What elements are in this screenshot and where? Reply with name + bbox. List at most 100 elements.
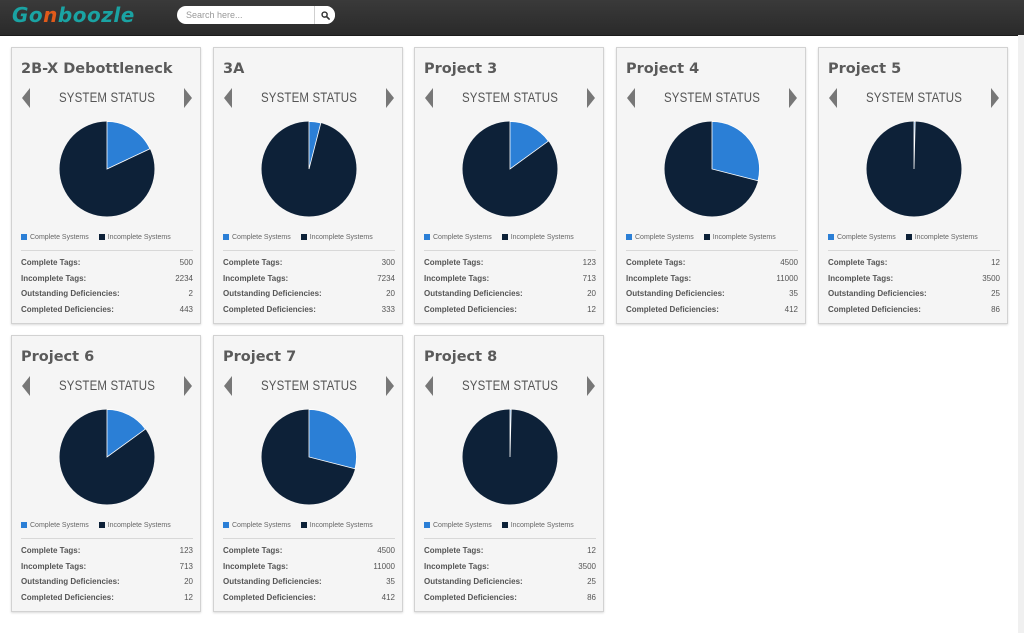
- carousel-right-arrow-icon[interactable]: [587, 376, 595, 396]
- legend-swatch-incomplete: [98, 234, 105, 240]
- status-label: SYSTEM STATUS: [260, 89, 358, 105]
- stat-label: Complete Tags:: [223, 258, 283, 267]
- legend-item-complete: Complete Systems: [21, 522, 89, 529]
- project-title[interactable]: 3A: [223, 61, 245, 77]
- stat-label: Outstanding Deficiencies:: [626, 289, 725, 298]
- project-card[interactable]: Project 4 SYSTEM STATUS Complete Systems…: [616, 47, 806, 324]
- carousel-left-arrow-icon[interactable]: [22, 88, 30, 108]
- pie-slice-complete: [711, 121, 760, 182]
- stats-list: Complete Tags: 123 Incomplete Tags: 713 …: [21, 546, 193, 608]
- carousel-left-arrow-icon[interactable]: [224, 376, 232, 396]
- stat-value: 12: [587, 304, 596, 314]
- carousel-right-arrow-icon[interactable]: [991, 88, 999, 108]
- status-label: SYSTEM STATUS: [461, 89, 559, 105]
- divider: [626, 250, 798, 251]
- legend-label-incomplete: Incomplete Systems: [510, 234, 574, 241]
- stat-label: Incomplete Tags:: [223, 561, 289, 571]
- stat-label: Complete Tags:: [21, 546, 81, 555]
- project-title[interactable]: Project 7: [223, 349, 297, 365]
- project-card[interactable]: Project 7 SYSTEM STATUS Complete Systems…: [213, 335, 403, 612]
- stat-value: 412: [381, 592, 395, 602]
- search-button[interactable]: [314, 6, 335, 24]
- system-status-pie-chart: [261, 409, 357, 505]
- stat-row-complete-tags: Complete Tags: 4500: [626, 258, 798, 274]
- project-card[interactable]: 2B-X Debottleneck SYSTEM STATUS Complete…: [11, 47, 201, 324]
- pie-legend: Complete Systems Incomplete Systems: [223, 234, 403, 244]
- stat-label: Outstanding Deficiencies:: [424, 577, 523, 586]
- stat-value: 11000: [373, 561, 395, 571]
- legend-label-incomplete: Incomplete Systems: [107, 234, 171, 241]
- carousel-right-arrow-icon[interactable]: [587, 88, 595, 108]
- stats-list: Complete Tags: 123 Incomplete Tags: 713 …: [424, 258, 596, 320]
- carousel-right-arrow-icon[interactable]: [386, 88, 394, 108]
- logo[interactable]: Gonboozle: [12, 3, 135, 27]
- status-label: SYSTEM STATUS: [58, 89, 156, 105]
- status-carousel: SYSTEM STATUS: [617, 86, 807, 110]
- legend-label-incomplete: Incomplete Systems: [712, 234, 776, 241]
- carousel-left-arrow-icon[interactable]: [425, 376, 433, 396]
- pie-legend: Complete Systems Incomplete Systems: [424, 234, 604, 244]
- stat-value: 123: [179, 546, 193, 555]
- project-card[interactable]: Project 3 SYSTEM STATUS Complete Systems…: [414, 47, 604, 324]
- stat-value: 35: [386, 577, 395, 586]
- stat-value: 12: [991, 258, 1000, 267]
- status-carousel: SYSTEM STATUS: [12, 374, 202, 398]
- project-title[interactable]: Project 6: [21, 349, 95, 365]
- project-title[interactable]: Project 4: [626, 61, 700, 77]
- carousel-right-arrow-icon[interactable]: [184, 376, 192, 396]
- stat-row-complete-tags: Complete Tags: 12: [424, 546, 596, 562]
- stat-row-completed-deficiencies: Completed Deficiencies: 12: [21, 593, 193, 609]
- legend-swatch-complete: [21, 234, 27, 240]
- stat-value: 443: [179, 304, 193, 314]
- legend-swatch-complete: [424, 522, 430, 528]
- carousel-right-arrow-icon[interactable]: [184, 88, 192, 108]
- legend-swatch-incomplete: [501, 522, 508, 528]
- legend-label-complete: Complete Systems: [232, 234, 291, 241]
- legend-label-complete: Complete Systems: [232, 522, 291, 529]
- stat-label: Completed Deficiencies:: [424, 592, 517, 602]
- project-card[interactable]: Project 6 SYSTEM STATUS Complete Systems…: [11, 335, 201, 612]
- project-title[interactable]: Project 3: [424, 61, 498, 77]
- carousel-left-arrow-icon[interactable]: [224, 88, 232, 108]
- project-card[interactable]: Project 5 SYSTEM STATUS Complete Systems…: [818, 47, 1008, 324]
- search-input[interactable]: [177, 6, 313, 24]
- status-carousel: SYSTEM STATUS: [214, 374, 404, 398]
- pie-legend: Complete Systems Incomplete Systems: [223, 522, 403, 532]
- search-box: [177, 6, 335, 24]
- stat-label: Complete Tags:: [223, 546, 283, 555]
- project-card[interactable]: Project 8 SYSTEM STATUS Complete Systems…: [414, 335, 604, 612]
- carousel-right-arrow-icon[interactable]: [789, 88, 797, 108]
- legend-swatch-complete: [424, 234, 430, 240]
- project-title[interactable]: Project 8: [424, 349, 498, 365]
- stat-label: Incomplete Tags:: [626, 273, 692, 283]
- legend-swatch-incomplete: [905, 234, 912, 240]
- legend-item-complete: Complete Systems: [626, 234, 694, 241]
- carousel-left-arrow-icon[interactable]: [829, 88, 837, 108]
- system-status-pie-chart: [462, 409, 558, 505]
- carousel-left-arrow-icon[interactable]: [425, 88, 433, 108]
- stat-value: 20: [386, 289, 395, 298]
- project-card[interactable]: 3A SYSTEM STATUS Complete Systems Incomp…: [213, 47, 403, 324]
- stat-value: 12: [184, 592, 193, 602]
- carousel-left-arrow-icon[interactable]: [627, 88, 635, 108]
- stat-row-outstanding-deficiencies: Outstanding Deficiencies: 20: [21, 577, 193, 593]
- stat-value: 25: [587, 577, 596, 586]
- system-status-pie-chart: [261, 121, 357, 217]
- legend-swatch-incomplete: [98, 522, 105, 528]
- stat-row-completed-deficiencies: Completed Deficiencies: 86: [424, 593, 596, 609]
- legend-swatch-incomplete: [300, 522, 307, 528]
- carousel-left-arrow-icon[interactable]: [22, 376, 30, 396]
- system-status-pie-chart: [866, 121, 962, 217]
- legend-swatch-complete: [21, 522, 27, 528]
- project-title[interactable]: Project 5: [828, 61, 902, 77]
- carousel-right-arrow-icon[interactable]: [386, 376, 394, 396]
- page-scrollbar[interactable]: [1018, 35, 1024, 633]
- stat-label: Incomplete Tags:: [828, 273, 894, 283]
- legend-label-complete: Complete Systems: [30, 522, 89, 529]
- stat-row-outstanding-deficiencies: Outstanding Deficiencies: 35: [223, 577, 395, 593]
- stat-row-completed-deficiencies: Completed Deficiencies: 412: [626, 305, 798, 321]
- stat-row-outstanding-deficiencies: Outstanding Deficiencies: 35: [626, 289, 798, 305]
- project-title[interactable]: 2B-X Debottleneck: [21, 61, 173, 77]
- legend-item-complete: Complete Systems: [424, 522, 492, 529]
- system-status-pie-chart: [59, 121, 155, 217]
